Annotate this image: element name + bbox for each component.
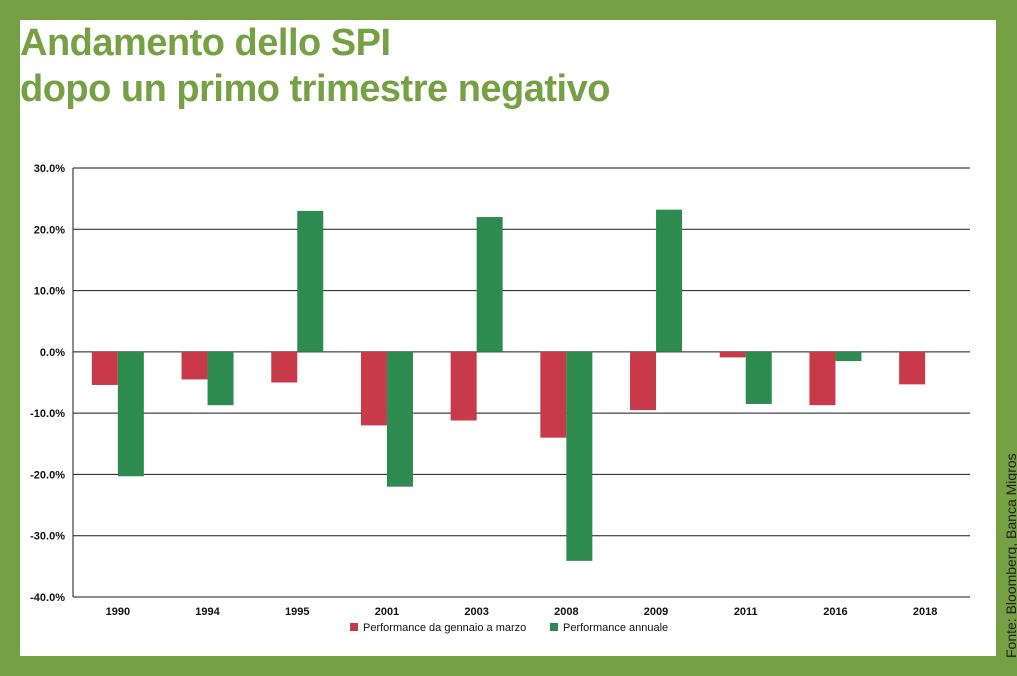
title-line-2: dopo un primo trimestre negativo (20, 68, 610, 110)
bar-annual-2001 (386, 351, 413, 487)
x-tick-label: 2009 (644, 606, 668, 618)
x-tick-label: 1994 (195, 606, 220, 618)
x-tick-label: 2018 (913, 606, 937, 618)
bar-q1-2008 (540, 351, 567, 438)
y-tick-label: 10.0% (34, 286, 65, 298)
bar-annual-2003 (476, 217, 503, 352)
chart-title: Andamento dello SPI dopo un primo trimes… (20, 20, 610, 112)
bar-q1-1990 (91, 351, 118, 385)
y-tick-label: -40.0% (30, 592, 65, 604)
bar-q1-2009 (630, 351, 657, 411)
x-tick-label: 1990 (106, 606, 130, 618)
y-tick-label: 30.0% (34, 163, 65, 175)
legend-annual-swatch (550, 623, 558, 631)
bar-annual-1994 (207, 351, 234, 406)
chart-panel (20, 20, 996, 656)
source-note: Fonte: Bloomberg, Banca Migros (1003, 453, 1017, 658)
bar-annual-2008 (566, 351, 593, 561)
legend-q1-label: Performance da gennaio a marzo (363, 622, 526, 634)
title-line-1: Andamento dello SPI (20, 22, 391, 64)
bar-q1-2018 (899, 351, 926, 385)
x-tick-label: 2001 (375, 606, 399, 618)
bar-annual-2016 (835, 351, 862, 362)
y-tick-label: -20.0% (30, 469, 65, 481)
y-tick-label: -30.0% (30, 531, 65, 543)
bar-q1-1995 (271, 351, 298, 383)
bar-annual-2011 (745, 351, 772, 404)
bar-q1-2011 (719, 351, 746, 358)
x-tick-label: 2016 (823, 606, 847, 618)
bar-q1-2001 (360, 351, 387, 426)
y-tick-label: 0.0% (40, 347, 65, 359)
x-tick-label: 2011 (734, 606, 758, 618)
bar-annual-1995 (297, 210, 324, 352)
y-tick-label: 20.0% (34, 224, 65, 236)
x-tick-label: 1995 (285, 606, 309, 618)
legend-annual-label: Performance annuale (563, 622, 668, 634)
x-tick-label: 2003 (464, 606, 488, 618)
bar-annual-1990 (117, 351, 144, 477)
y-tick-label: -10.0% (30, 408, 65, 420)
bar-q1-2016 (809, 351, 836, 406)
bar-q1-2003 (450, 351, 477, 421)
x-tick-label: 2008 (554, 606, 578, 618)
legend-q1-swatch (350, 623, 358, 631)
bar-annual-2009 (656, 209, 683, 352)
bar-q1-1994 (181, 351, 208, 380)
